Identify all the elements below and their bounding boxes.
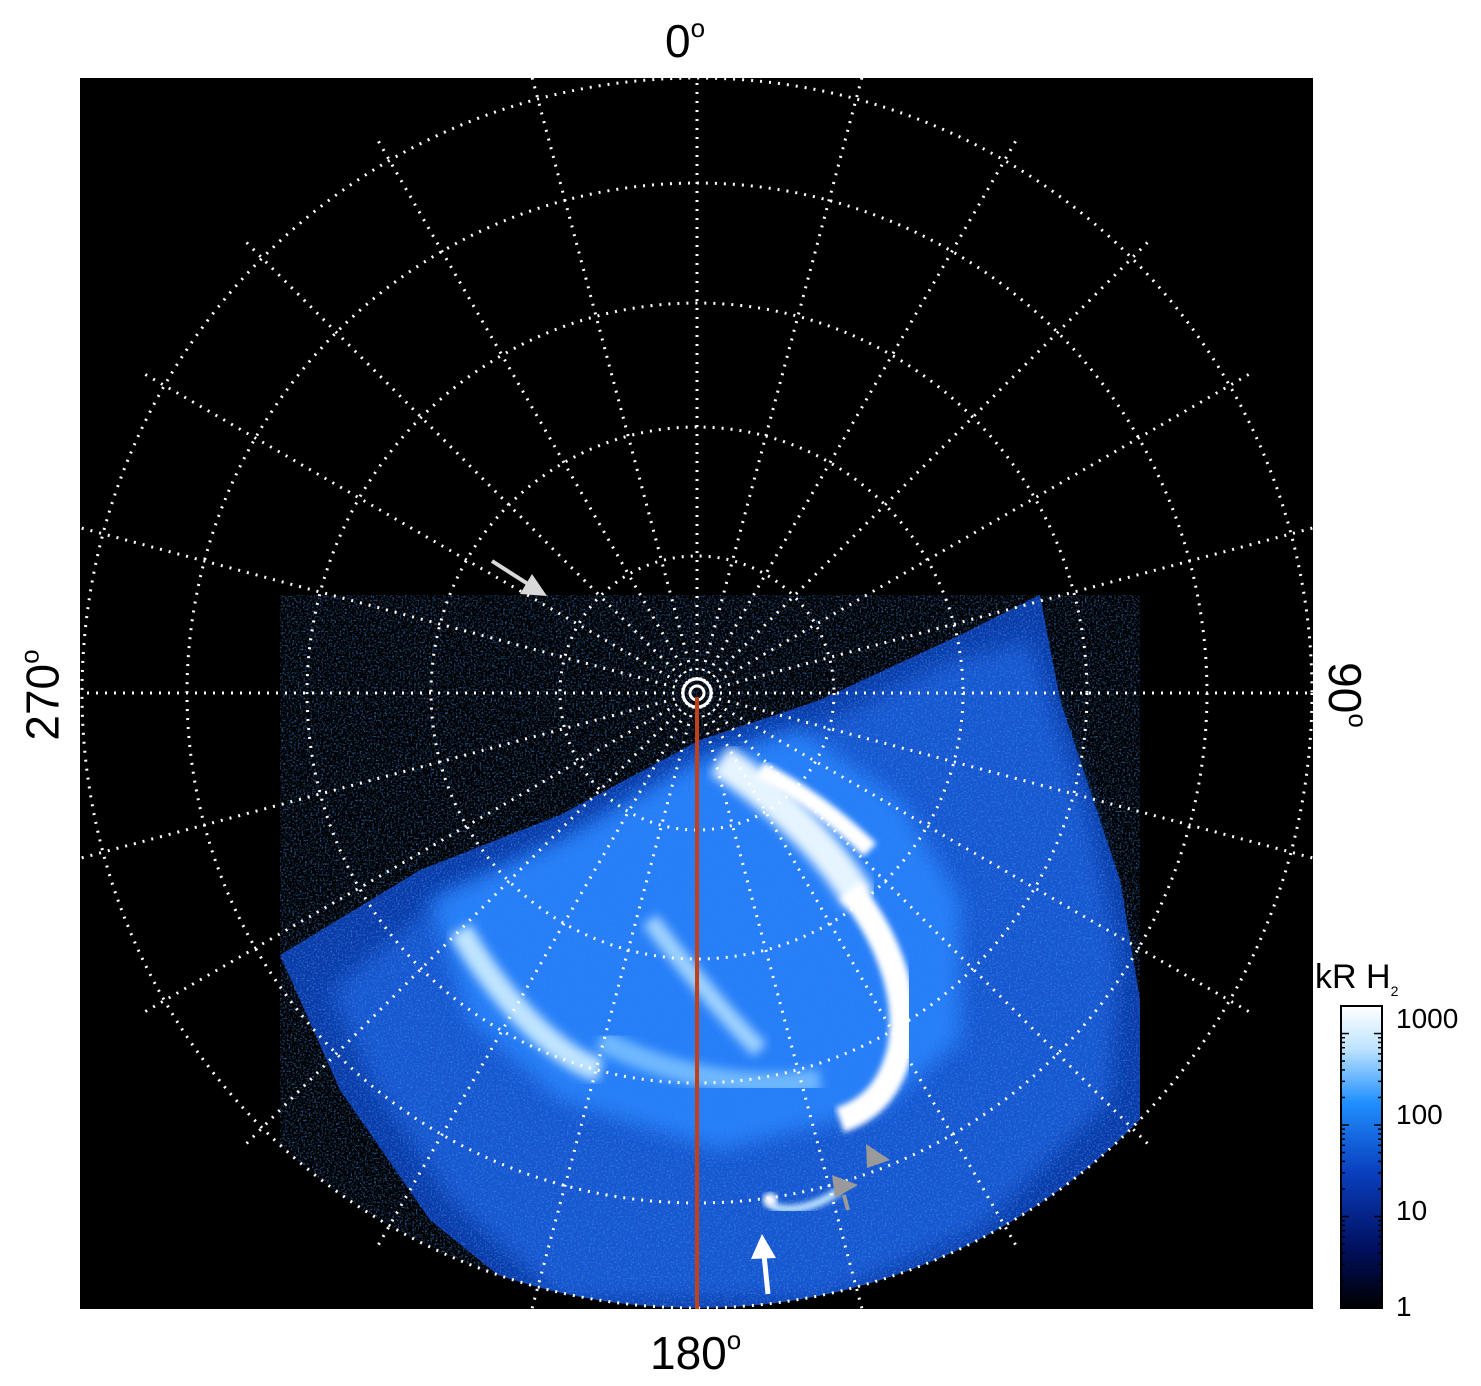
latitude-ring [558, 554, 836, 832]
latitude-ring [80, 78, 1313, 1309]
longitude-label-right: 90o [1318, 662, 1374, 728]
aurora-emission-image [280, 595, 1140, 1308]
longitude-label-bottom: 180o [650, 1324, 742, 1379]
colorbar-title: kR H2 [1315, 958, 1399, 999]
colorbar-tick-label: 100 [1396, 1099, 1443, 1130]
colorbar [1340, 1005, 1383, 1309]
arrow-icon [751, 1234, 776, 1295]
arrowhead-icon [866, 1144, 890, 1168]
colorbar-tick-label: 10 [1396, 1195, 1428, 1226]
colorbar-tick-label: 1 [1396, 1291, 1412, 1322]
arrowhead-icon [832, 1175, 858, 1211]
colorbar-tick-label: 1000 [1396, 1003, 1459, 1034]
arrow-icon [490, 559, 547, 596]
longitude-label-left: 270o [14, 649, 69, 741]
longitude-label-top: 0o [665, 12, 706, 67]
